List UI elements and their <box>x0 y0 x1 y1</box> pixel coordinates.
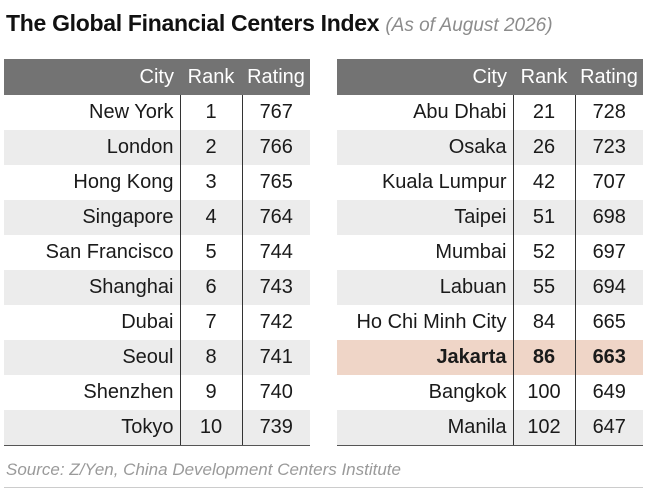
cell-rating: 697 <box>592 241 626 263</box>
cell-rank: 51 <box>513 200 576 235</box>
cell-rating: 766 <box>242 130 310 165</box>
cell-rating: 767 <box>259 101 293 123</box>
cell-city: Abu Dhabi <box>337 95 514 130</box>
header-rank: Rank <box>180 59 242 95</box>
table-row: Taipei 51 698 <box>337 200 643 235</box>
table-row: Shanghai 6 743 <box>4 270 310 305</box>
cell-city: Kuala Lumpur <box>337 165 514 200</box>
cell-rank: 6 <box>180 270 243 305</box>
cell-rank: 4 <box>180 200 243 235</box>
title-text: The Global Financial Centers Index <box>6 10 380 36</box>
cell-rank: 10 <box>180 410 243 446</box>
cell-rating: 764 <box>242 200 310 235</box>
table-row: Singapore 4 764 <box>4 200 310 235</box>
cell-city: San Francisco <box>4 235 181 270</box>
cell-rating: 647 <box>575 410 643 446</box>
source-note: Source: Z/Yen, China Development Centers… <box>6 460 401 479</box>
cell-rating: 663 <box>575 340 643 375</box>
cell-rank: 8 <box>180 340 243 375</box>
cell-city: Shanghai <box>4 270 181 305</box>
table-row: New York 1 767 <box>4 95 310 130</box>
cell-city: Manila <box>337 410 514 446</box>
cell-city: Bangkok <box>337 375 514 410</box>
cell-rank: 100 <box>513 375 576 410</box>
cell-city: Jakarta <box>337 340 514 375</box>
cell-rating: 649 <box>592 381 626 403</box>
table-row: Labuan 55 694 <box>337 270 643 305</box>
table-row: London 2 766 <box>4 130 310 165</box>
cell-rating: 698 <box>575 200 643 235</box>
cell-rank: 21 <box>513 95 576 130</box>
cell-rank: 86 <box>513 340 576 375</box>
table-row: Tokyo 10 739 <box>4 410 310 446</box>
cell-rank: 2 <box>180 130 243 165</box>
header-row: City Rank Rating <box>337 59 643 95</box>
cell-city: Ho Chi Minh City <box>337 305 514 340</box>
header-rank: Rank <box>513 59 575 95</box>
cell-city: Singapore <box>4 200 181 235</box>
subtitle: (As of August 2026) <box>385 15 553 36</box>
cell-city: Taipei <box>337 200 514 235</box>
table-row: Seoul 8 741 <box>4 340 310 375</box>
table-row: Dubai 7 742 <box>4 305 310 340</box>
cell-rank: 7 <box>180 305 243 340</box>
cell-city: Dubai <box>4 305 181 340</box>
header-city: City <box>337 59 513 95</box>
table-row: Bangkok 100 649 <box>337 375 643 410</box>
cell-rank: 1 <box>180 95 243 130</box>
header-rating: Rating <box>242 59 310 95</box>
cell-rating: 707 <box>592 171 626 193</box>
cell-rank: 52 <box>513 235 576 270</box>
cell-rating: 728 <box>592 101 626 123</box>
cell-city: London <box>4 130 181 165</box>
cell-city: Labuan <box>337 270 514 305</box>
table-row: Manila 102 647 <box>337 410 643 446</box>
cell-city: Shenzhen <box>4 375 181 410</box>
table-row: Shenzhen 9 740 <box>4 375 310 410</box>
cell-rating: 765 <box>259 171 293 193</box>
cell-rank: 84 <box>513 305 576 340</box>
cell-rating: 740 <box>259 381 293 403</box>
cell-rating: 665 <box>592 311 626 333</box>
cell-rank: 102 <box>513 410 576 446</box>
table-row-highlighted: Jakarta 86 663 <box>337 340 643 375</box>
cell-city: Osaka <box>337 130 514 165</box>
cell-rank: 3 <box>180 165 243 200</box>
cell-city: Seoul <box>4 340 181 375</box>
cell-rating: 739 <box>242 410 310 446</box>
cell-city: Hong Kong <box>4 165 181 200</box>
cell-rating: 723 <box>575 130 643 165</box>
table-row: Abu Dhabi 21 728 <box>337 95 643 130</box>
table-row: Mumbai 52 697 <box>337 235 643 270</box>
cell-city: Mumbai <box>337 235 514 270</box>
ranking-table-left: City Rank Rating New York 1 767 London 2 766 H… <box>4 59 310 446</box>
cell-rank: 42 <box>513 165 576 200</box>
cell-rating: 742 <box>259 311 293 333</box>
cell-rank: 55 <box>513 270 576 305</box>
cell-city: Tokyo <box>4 410 181 446</box>
table-row: Osaka 26 723 <box>337 130 643 165</box>
bottom-divider <box>4 487 643 488</box>
cell-city: New York <box>4 95 181 130</box>
ranking-table-right: City Rank Rating Abu Dhabi 21 728 Osaka 26 72… <box>337 59 643 446</box>
cell-rank: 26 <box>513 130 576 165</box>
table-row: Hong Kong 3 765 <box>4 165 310 200</box>
page-title: The Global Financial Centers Index (As o… <box>6 10 553 37</box>
table-row: Ho Chi Minh City 84 665 <box>337 305 643 340</box>
table-row: San Francisco 5 744 <box>4 235 310 270</box>
cell-rating: 743 <box>242 270 310 305</box>
header-rating: Rating <box>575 59 643 95</box>
header-city: City <box>4 59 180 95</box>
cell-rating: 744 <box>259 241 293 263</box>
cell-rank: 5 <box>180 235 243 270</box>
cell-rating: 741 <box>242 340 310 375</box>
cell-rank: 9 <box>180 375 243 410</box>
table-row: Kuala Lumpur 42 707 <box>337 165 643 200</box>
header-row: City Rank Rating <box>4 59 310 95</box>
cell-rating: 694 <box>575 270 643 305</box>
